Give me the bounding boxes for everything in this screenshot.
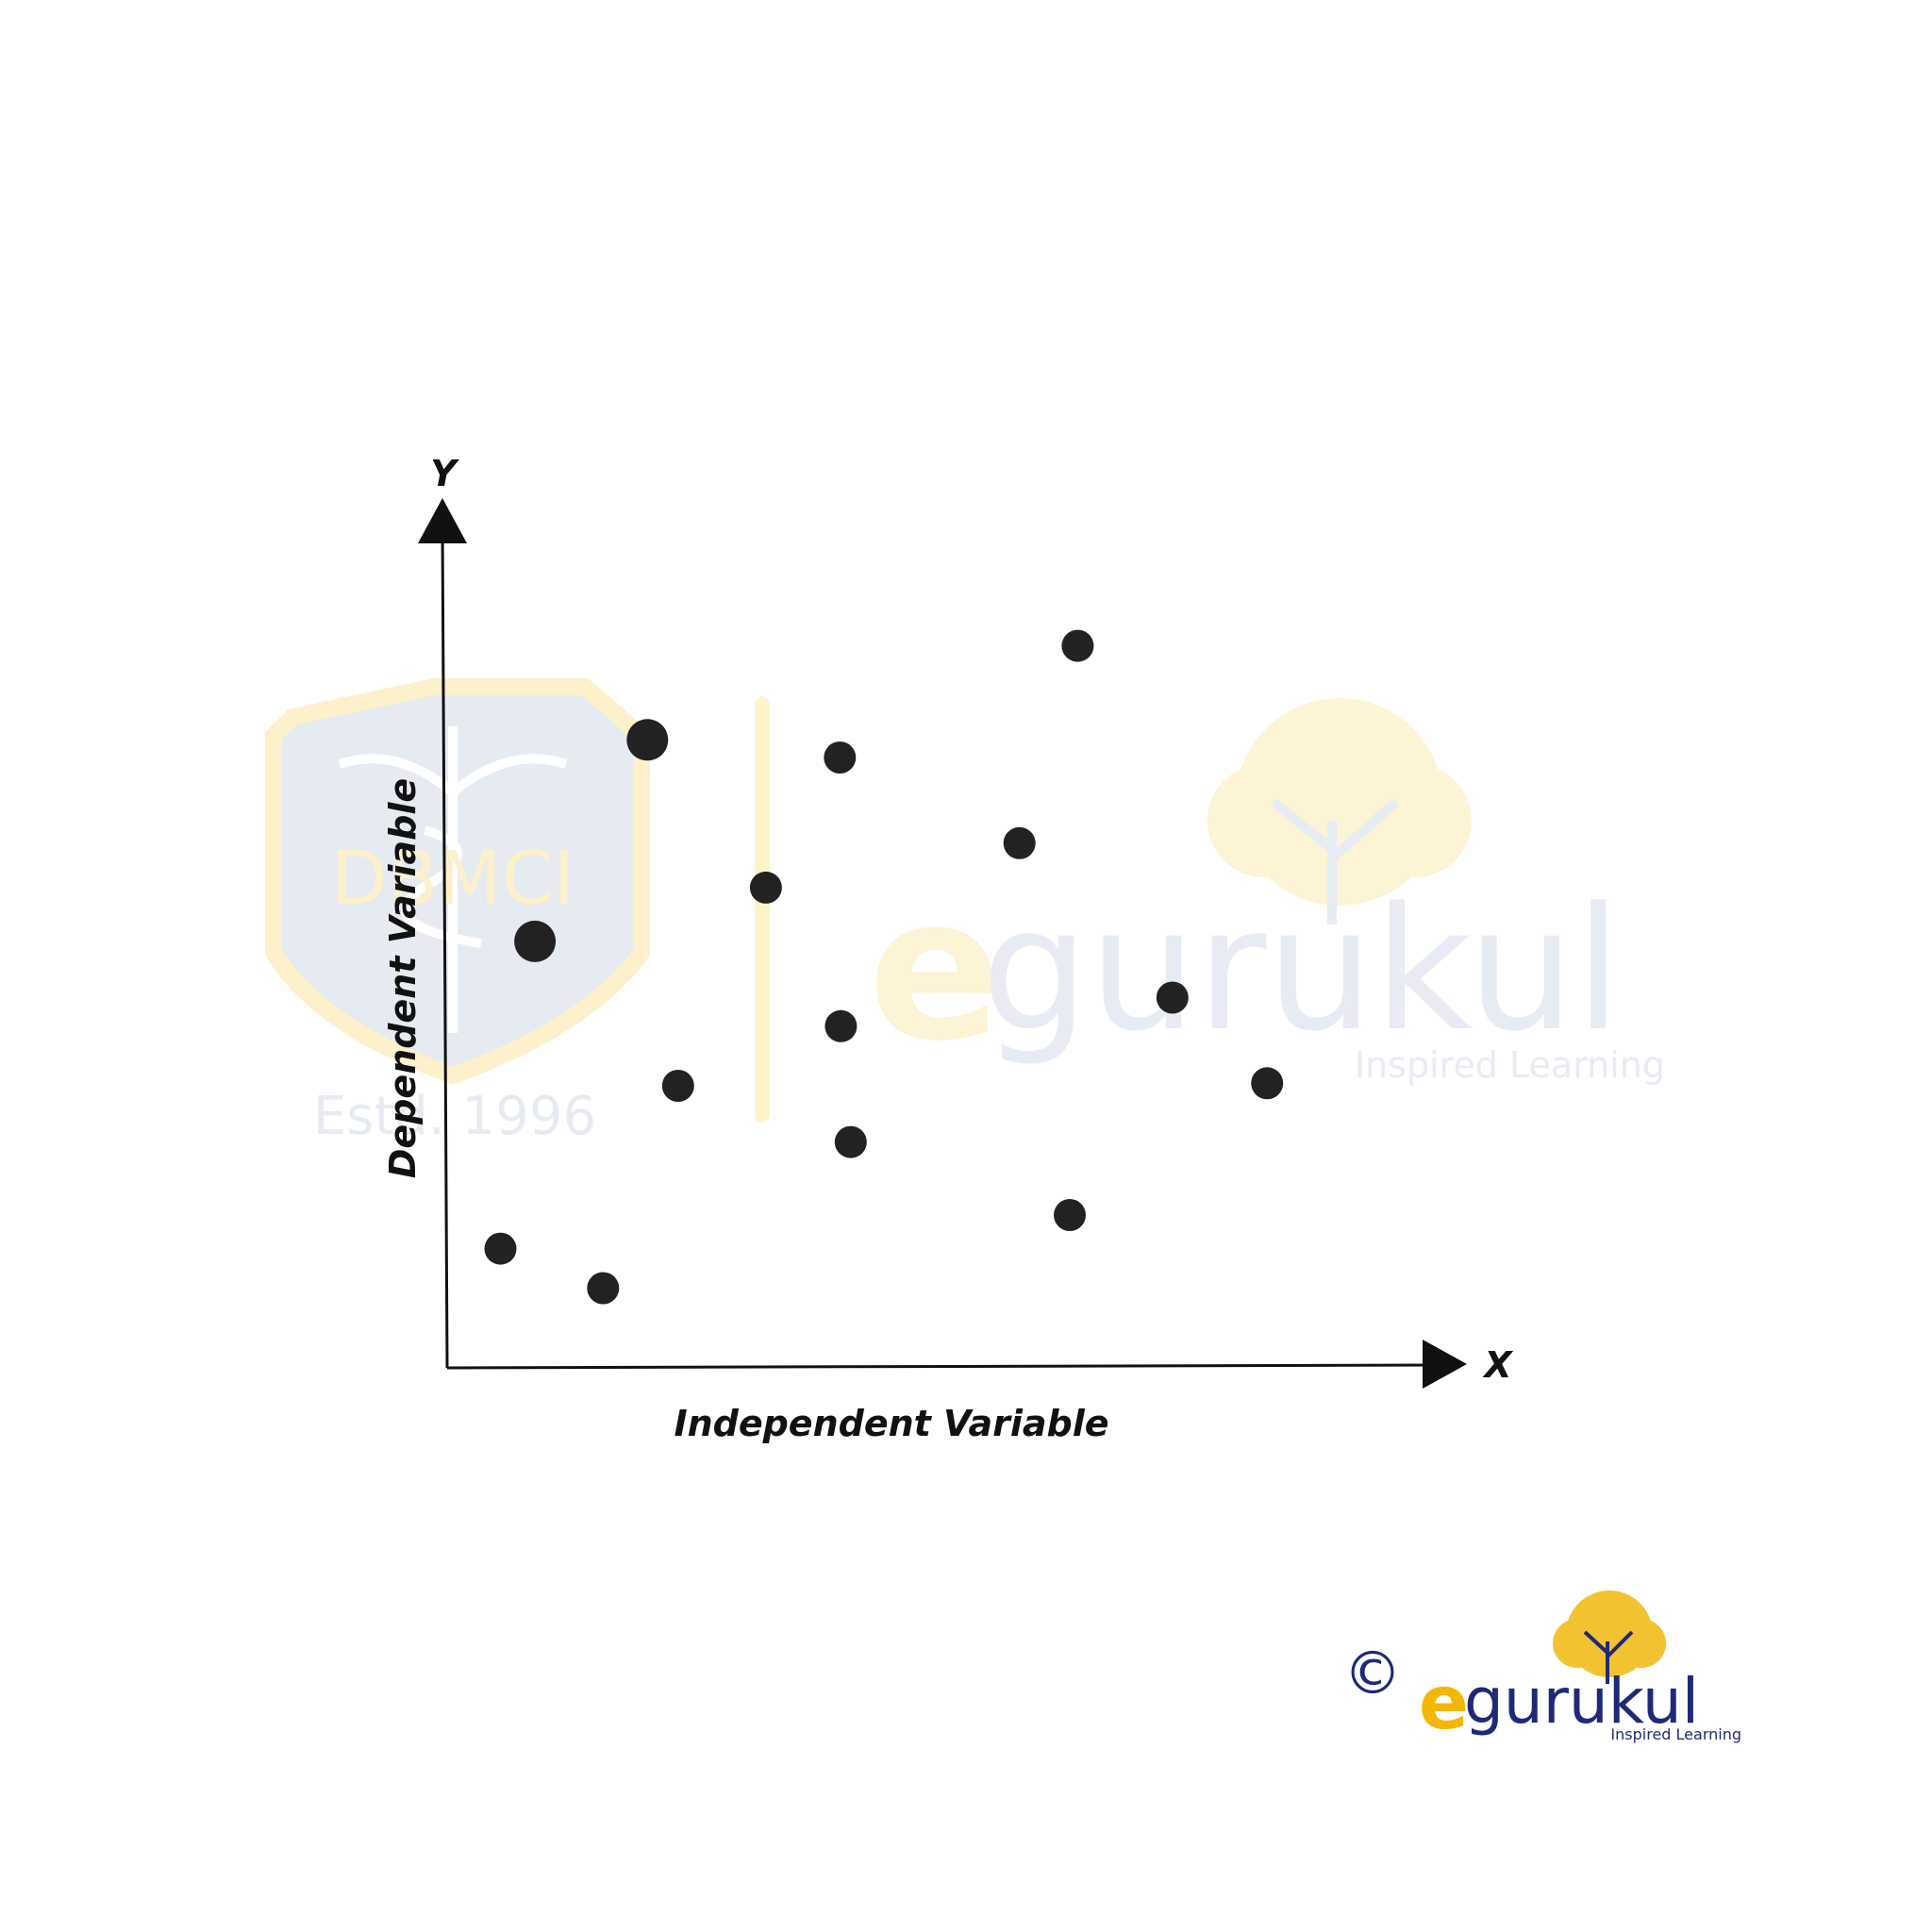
- dbmci-watermark-logo: DBMCI Estd. 1996: [265, 678, 650, 1147]
- scatter-point: [1251, 1067, 1284, 1100]
- dbmci-watermark-estd: Estd. 1996: [313, 1086, 596, 1147]
- scatter-point: [824, 1009, 858, 1042]
- x-axis-line: [446, 1363, 1435, 1370]
- scatter-point: [1061, 629, 1094, 662]
- scatter-point: [587, 1272, 620, 1305]
- chart-axes: Y X Independent Variable Dependent Varia…: [382, 453, 1513, 1444]
- scatter-point: [484, 1232, 517, 1265]
- egurukul-watermark-name: gurukul: [981, 872, 1622, 1069]
- tree-logo-icon: [1553, 1591, 1666, 1684]
- scatter-point: [514, 920, 557, 962]
- scatter-point: [834, 1125, 867, 1158]
- y-axis-arrow: [418, 498, 467, 543]
- scatter-points: [484, 629, 1284, 1305]
- footer-brand-e: e: [1419, 1661, 1469, 1746]
- scatter-point: [824, 741, 857, 774]
- x-axis-letter: X: [1482, 1344, 1513, 1386]
- scatter-point: [1156, 981, 1189, 1014]
- x-axis-label: Independent Variable: [674, 1403, 1108, 1444]
- dbmci-watermark-text: DBMCI: [331, 837, 575, 922]
- egurukul-watermark-e: e: [868, 854, 1002, 1085]
- scatter-point: [749, 871, 782, 904]
- scatter-point: [626, 719, 669, 761]
- scatter-point: [661, 1070, 694, 1102]
- x-axis-arrow: [1423, 1340, 1467, 1389]
- scatter-point: [1054, 1199, 1086, 1231]
- egurukul-watermark-logo: e gurukul Inspired Learning: [868, 698, 1665, 1086]
- y-axis-label: Dependent Variable: [382, 778, 424, 1178]
- footer-brand-name: gurukul: [1464, 1665, 1699, 1738]
- egurukul-footer-logo: © e gurukul Inspired Learning: [1343, 1591, 1741, 1746]
- egurukul-watermark-tagline: Inspired Learning: [1355, 1044, 1665, 1086]
- tree-watermark-icon: [1208, 698, 1472, 924]
- footer-tagline: Inspired Learning: [1610, 1725, 1741, 1743]
- scatter-point: [1003, 826, 1036, 859]
- y-axis-line: [441, 527, 449, 1369]
- caduceus-icon: [338, 726, 568, 1033]
- watermark-divider: [755, 696, 770, 1123]
- copyright-symbol: ©: [1343, 1639, 1402, 1707]
- y-axis-letter: Y: [430, 453, 459, 494]
